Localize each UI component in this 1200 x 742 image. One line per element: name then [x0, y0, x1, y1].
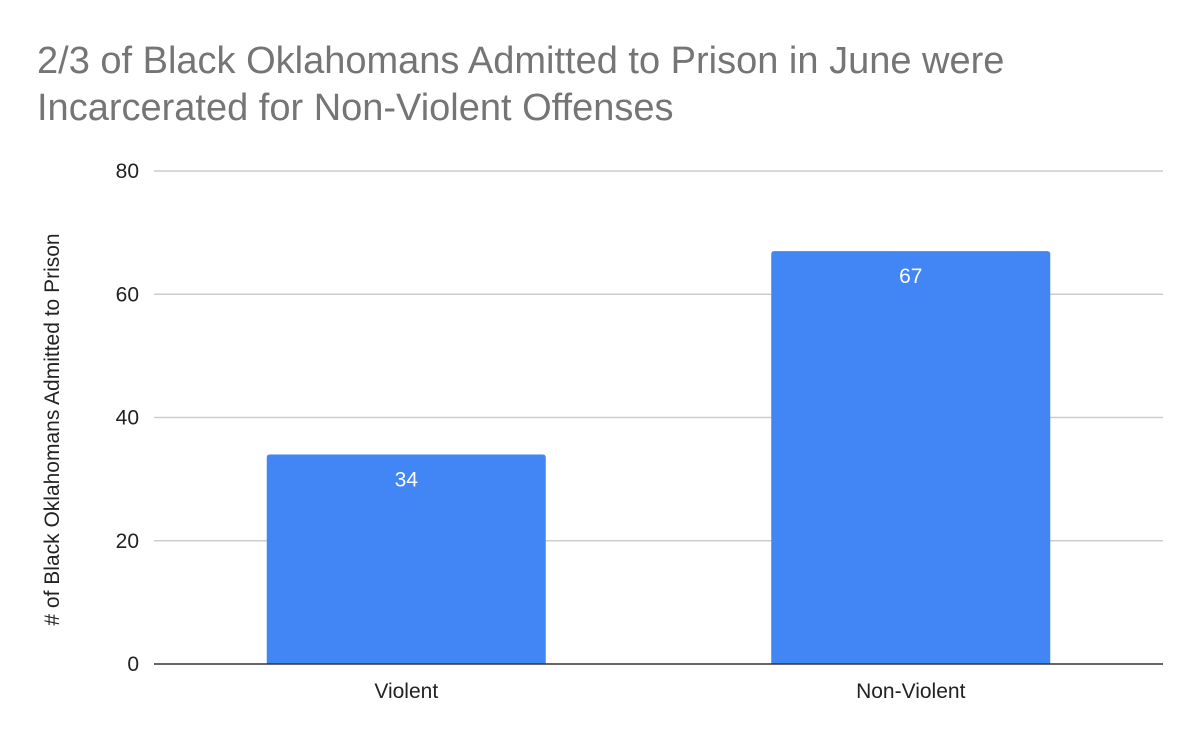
x-tick-label: Non-Violent — [856, 680, 966, 703]
y-axis-label: # of Black Oklahomans Admitted to Prison — [41, 233, 64, 625]
y-axis-ticks: 0 20 40 60 80 — [116, 160, 139, 676]
y-tick-label: 40 — [116, 407, 139, 430]
bar-non-violent — [771, 251, 1051, 665]
bar-violent — [266, 454, 546, 664]
y-tick-label: 80 — [116, 160, 139, 183]
y-tick-label: 0 — [127, 653, 139, 676]
y-tick-label: 20 — [116, 530, 139, 553]
data-label: 67 — [899, 265, 922, 288]
chart-title: 2/3 of Black Oklahomans Admitted to Pris… — [37, 40, 1005, 129]
x-axis-ticks: Violent Non-Violent — [374, 680, 965, 703]
bars: 34 67 — [266, 251, 1051, 665]
x-tick-label: Violent — [374, 680, 438, 703]
data-label: 34 — [395, 468, 419, 491]
y-tick-label: 60 — [116, 283, 139, 306]
